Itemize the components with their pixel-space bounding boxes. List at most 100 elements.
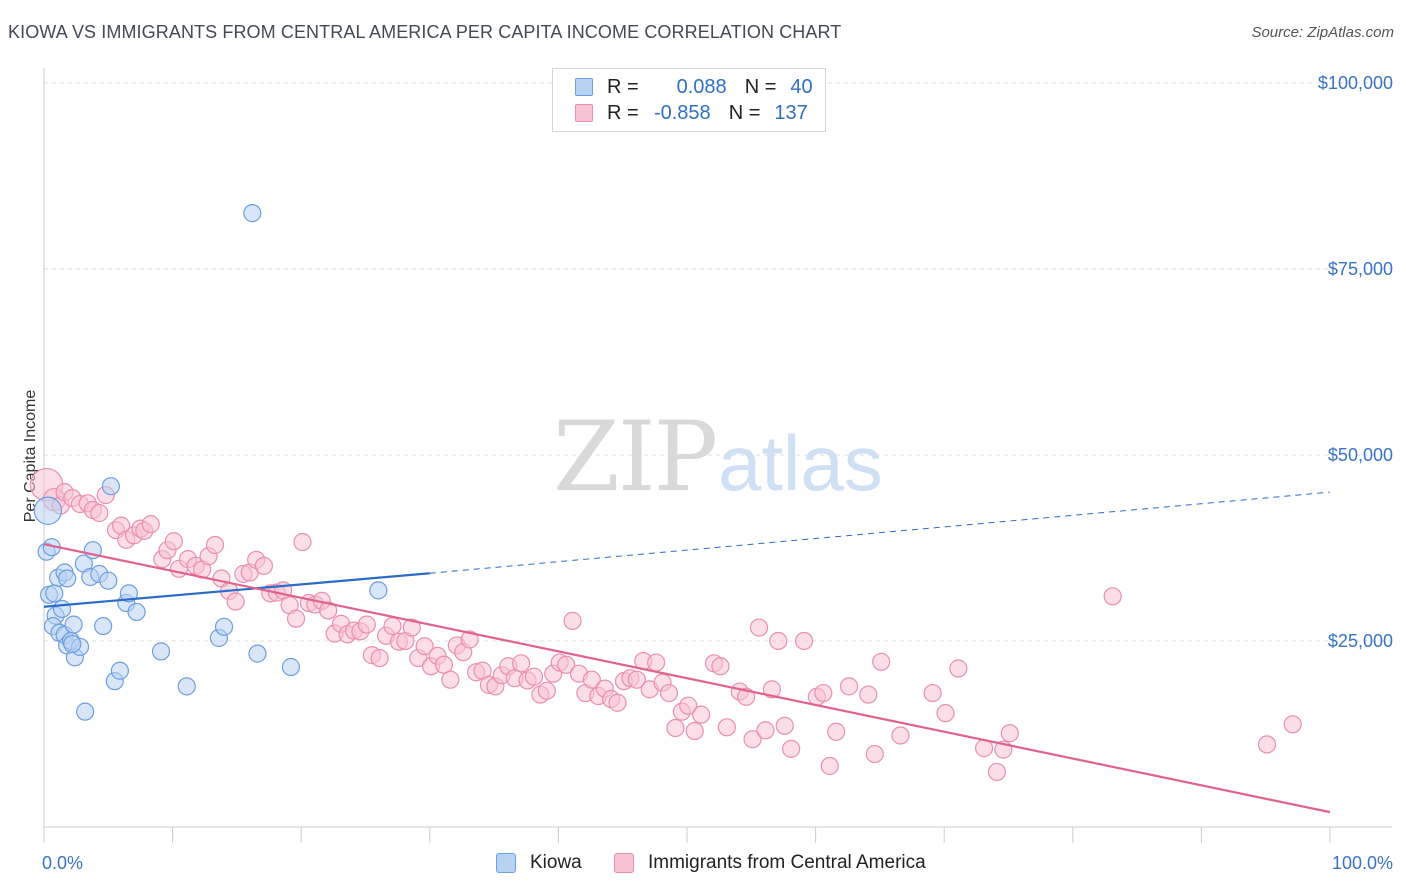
legend-label-kiowa: Kiowa xyxy=(530,852,582,873)
immigrants-point xyxy=(685,721,704,741)
kiowa-point xyxy=(64,615,83,634)
y-tick-label: $25,000 xyxy=(1328,631,1393,651)
y-tick-label: $75,000 xyxy=(1328,259,1393,279)
kiowa-points xyxy=(33,204,388,721)
kiowa-point xyxy=(99,571,118,590)
immigrants-point xyxy=(679,696,698,715)
immigrants-point xyxy=(164,532,183,551)
immigrants-swatch xyxy=(575,104,593,122)
immigrants-point xyxy=(141,515,160,534)
kiowa-swatch xyxy=(496,853,516,873)
kiowa-point xyxy=(63,634,82,654)
immigrants-point xyxy=(226,592,245,611)
legend-row-immigrants: R = -0.858 N = 137 xyxy=(575,101,808,125)
legend-item-immigrants[interactable]: Immigrants from Central America xyxy=(614,852,926,874)
immigrants-point xyxy=(90,503,109,523)
immigrants-point xyxy=(891,726,910,745)
kiowa-point xyxy=(33,496,63,525)
immigrants-point xyxy=(820,756,839,776)
kiowa-point xyxy=(127,602,146,622)
immigrants-point xyxy=(827,722,846,741)
immigrants-point xyxy=(370,648,389,668)
immigrants-point xyxy=(865,744,884,764)
immigrants-point xyxy=(756,721,775,740)
immigrants-point xyxy=(794,631,814,651)
y-tick-label: $50,000 xyxy=(1328,445,1393,465)
immigrants-point xyxy=(949,659,968,678)
immigrants-point xyxy=(749,618,769,637)
immigrants-points xyxy=(29,467,1302,782)
legend-r-value: -0.858 xyxy=(653,101,711,124)
immigrants-point xyxy=(659,683,679,703)
kiowa-swatch xyxy=(575,78,593,96)
kiowa-point xyxy=(214,617,234,636)
grid-lines xyxy=(44,82,1392,642)
legend-item-kiowa[interactable]: Kiowa xyxy=(496,852,582,874)
x-tick-label: 100.0% xyxy=(1332,853,1393,873)
immigrants-point xyxy=(987,762,1007,782)
correlation-legend: R = 0.088 N = 40 R = -0.858 N = 137 xyxy=(552,68,826,132)
x-tick-labels: 0.0% 100.0% xyxy=(42,853,1393,873)
immigrants-point xyxy=(383,616,402,636)
kiowa-trend-line xyxy=(43,572,430,608)
kiowa-point xyxy=(94,616,113,636)
legend-n-label: N = xyxy=(744,75,777,98)
immigrants-point xyxy=(286,609,306,628)
immigrants-point xyxy=(1283,715,1302,734)
x-tick-label: 0.0% xyxy=(42,853,83,873)
immigrants-point xyxy=(762,680,781,699)
immigrants-point xyxy=(254,556,274,575)
immigrants-point xyxy=(1257,735,1277,754)
kiowa-point xyxy=(281,657,301,677)
legend-n-value: 40 xyxy=(790,75,813,98)
y-tick-labels: $25,000 $50,000 $75,000 $100,000 xyxy=(1318,73,1393,651)
immigrants-point xyxy=(524,667,544,686)
kiowa-point xyxy=(151,642,171,661)
kiowa-point xyxy=(119,584,138,603)
immigrants-point xyxy=(743,730,762,749)
y-tick-label: $100,000 xyxy=(1318,73,1393,93)
kiowa-point xyxy=(243,204,262,223)
watermark-atlas: atlas xyxy=(718,419,883,507)
immigrants-point xyxy=(293,532,312,552)
immigrants-point xyxy=(357,615,376,634)
immigrants-point xyxy=(608,693,627,712)
series-legend: Kiowa Immigrants from Central America xyxy=(0,852,1406,878)
kiowa-point xyxy=(369,581,388,600)
kiowa-point xyxy=(248,644,267,663)
immigrants-point xyxy=(872,652,891,671)
legend-n-label: N = xyxy=(728,101,761,124)
legend-r-value: 0.088 xyxy=(676,75,727,98)
legend-n-value: 137 xyxy=(774,101,808,124)
immigrants-point xyxy=(711,657,730,676)
kiowa-point xyxy=(101,477,120,496)
immigrants-point xyxy=(1000,724,1019,743)
immigrants-point xyxy=(627,670,646,689)
immigrants-point xyxy=(839,677,859,696)
immigrants-point xyxy=(647,653,666,672)
immigrants-point xyxy=(402,618,421,637)
legend-label-immigrants: Immigrants from Central America xyxy=(648,852,926,873)
immigrants-point xyxy=(415,637,434,656)
watermark: ZIP atlas xyxy=(553,401,883,513)
kiowa-point xyxy=(58,569,77,588)
trend-lines xyxy=(43,491,1331,814)
immigrants-point xyxy=(769,631,788,651)
immigrants-point xyxy=(319,601,338,620)
immigrants-point xyxy=(936,704,955,723)
immigrants-point xyxy=(563,611,582,630)
immigrants-point xyxy=(775,716,794,735)
legend-r-label: R = xyxy=(607,101,639,124)
kiowa-point xyxy=(76,702,95,721)
kiowa-point xyxy=(110,661,129,680)
immigrants-trend-line xyxy=(43,543,1331,814)
immigrants-point xyxy=(923,683,942,703)
immigrants-point xyxy=(582,670,601,689)
kiowa-point xyxy=(45,584,64,603)
axes xyxy=(43,68,1392,843)
immigrants-point xyxy=(512,654,531,673)
immigrants-point xyxy=(557,655,576,674)
immigrants-point xyxy=(537,681,556,700)
immigrants-point xyxy=(859,685,878,704)
